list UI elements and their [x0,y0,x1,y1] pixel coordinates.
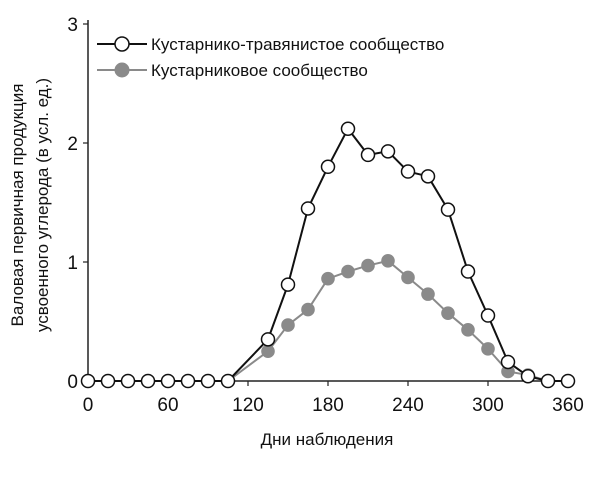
legend: Кустарнико-травянистое сообщество Кустар… [97,35,444,80]
series-layer [80,121,576,389]
y-axis-label-line-2: усвоенного углерода (в усл. ед.) [33,78,52,332]
data-point [280,277,296,292]
x-tick-label: 180 [312,395,344,416]
data-point [300,201,316,216]
data-point [440,202,456,217]
data-point [441,306,455,320]
x-tick-label: 300 [472,395,504,416]
data-point [380,144,396,159]
legend-marker-shrub [114,62,130,78]
data-point [320,159,336,175]
data-point [540,373,556,389]
x-axis-label: Дни наблюдения [261,430,394,449]
data-point [260,332,276,347]
data-point [461,323,475,337]
data-point [400,164,416,179]
data-point [520,368,536,384]
data-point [360,147,376,163]
data-point [340,121,356,136]
series-0 [80,121,576,389]
data-point [220,373,236,389]
data-point [261,344,275,359]
legend-item-shrub: Кустарниковое сообщество [97,61,368,80]
x-axis-ticks: 0 60 120 180 240 300 360 [83,381,584,416]
axes: 0 60 120 180 240 300 360 0 1 2 3 [67,15,583,416]
y-tick-label: 1 [67,253,78,274]
x-tick-label: 360 [552,395,584,416]
y-axis-ticks: 0 1 2 3 [67,15,88,393]
data-point [160,373,176,389]
data-point [460,264,476,279]
legend-item-shrub-grass: Кустарнико-травянистое сообщество [97,35,444,54]
data-point [481,342,495,356]
data-point [381,254,395,268]
data-point [80,373,96,389]
data-point [500,354,516,370]
data-point [560,373,576,389]
data-point [341,264,355,279]
x-tick-label: 240 [392,395,424,416]
y-axis-label-line-1: Валовая первичная продукция [8,84,27,327]
y-tick-label: 0 [67,372,78,393]
y-tick-label: 3 [67,15,78,36]
series-1 [81,254,575,388]
data-point [321,271,335,286]
legend-label-shrub: Кустарниковое сообщество [151,61,368,80]
data-point [200,373,216,389]
legend-label-shrub-grass: Кустарнико-травянистое сообщество [151,35,444,54]
data-point [401,270,415,285]
x-tick-label: 120 [232,395,264,416]
data-point [361,258,375,273]
data-point [480,308,496,323]
data-point [140,373,156,389]
data-point [120,373,136,389]
legend-marker-shrub-grass [114,36,130,52]
data-point [420,169,436,184]
data-point [301,302,315,317]
data-point [100,373,116,389]
x-tick-label: 0 [83,395,94,416]
data-point [421,287,435,301]
x-tick-label: 60 [157,395,178,416]
data-point [180,373,196,389]
data-point [281,318,295,332]
y-tick-label: 2 [67,134,78,155]
